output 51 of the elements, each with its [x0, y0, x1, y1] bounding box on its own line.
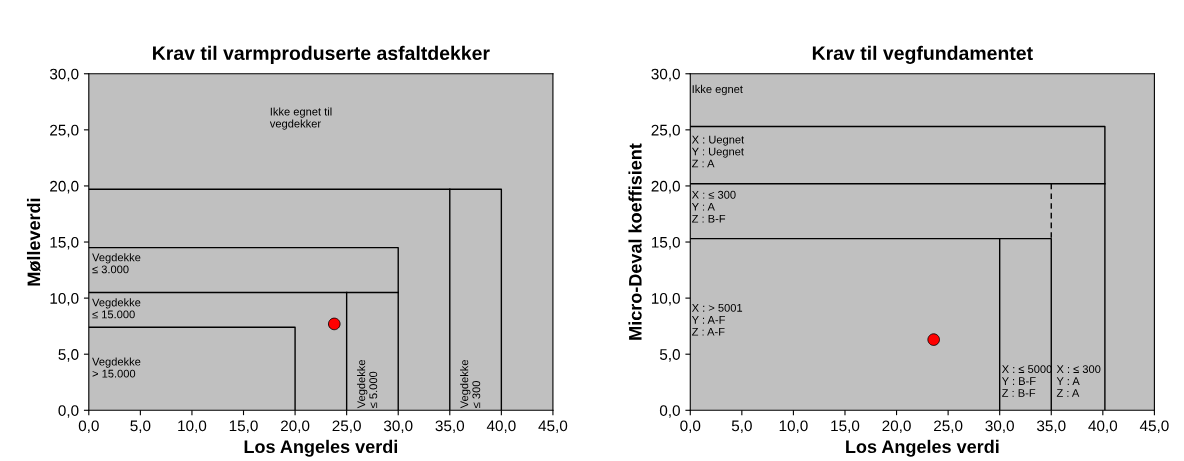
x-tick-label: 10,0 [178, 420, 207, 434]
x-tick-label: 5,0 [130, 420, 151, 434]
y-axis-title: Mølleverdi [26, 198, 41, 286]
y-tick-label: 25,0 [50, 124, 79, 138]
x-axis-title: Los Angeles verdi [846, 439, 999, 457]
y-tick-label: 20,0 [50, 180, 79, 194]
y-tick-label: 10,0 [651, 292, 680, 306]
x-tick-label: 45,0 [1139, 420, 1169, 434]
annotation: Vegdekke ≤ 5.000 [357, 359, 378, 409]
annotation: X : Uegnet Y : Uegnet Z : A [691, 135, 745, 168]
x-tick-label: 15,0 [229, 420, 258, 434]
annotation: Vegdekke > 15.000 [92, 357, 141, 378]
y-tick-label: 5,0 [659, 349, 680, 362]
y-axis-title: Micro-Deval koeffisient [628, 143, 642, 340]
annotation: X : > 5001 Y : A-F Z : A-F [691, 303, 743, 336]
annotation: X : ≤ 300 Y : A Z : B-F [691, 190, 736, 223]
y-tick-label: 15,0 [50, 236, 79, 250]
y-tick-label: 10,0 [50, 292, 79, 306]
x-tick-label: 20,0 [280, 420, 310, 434]
x-tick-label: 10,0 [779, 420, 808, 434]
x-tick-label: 45,0 [538, 420, 568, 434]
y-tick-label: 30,0 [49, 68, 79, 82]
y-tick-label: 15,0 [651, 236, 680, 250]
y-tick-label: 5,0 [58, 349, 79, 362]
x-tick-label: 25,0 [934, 420, 963, 434]
x-tick-label: 0,0 [680, 420, 701, 434]
x-tick-label: 15,0 [831, 420, 860, 434]
annotation: Vegdekke ≤ 15.000 [92, 298, 141, 319]
x-tick-label: 5,0 [731, 420, 752, 434]
x-axis-title: Los Angeles verdi [244, 439, 398, 457]
x-tick-label: 20,0 [882, 420, 911, 434]
x-tick-label: 35,0 [435, 420, 465, 434]
annotation: Vegdekke ≤ 300 [460, 359, 481, 409]
y-tick-label: 0,0 [58, 405, 79, 418]
y-tick-label: 20,0 [651, 180, 680, 194]
annotation: X : ≤ 300 Y : A Z : A [1056, 365, 1101, 397]
chart-title: Krav til vegfundamentet [812, 45, 1033, 64]
x-tick-label: 40,0 [1088, 420, 1118, 434]
x-tick-label: 30,0 [985, 420, 1014, 434]
annotation: Ikke egnet [692, 84, 743, 96]
y-tick-label: 0,0 [659, 405, 680, 418]
x-tick-label: 30,0 [383, 420, 413, 434]
annotation: Ikke egnet til vegdekker [269, 107, 332, 130]
x-tick-label: 25,0 [332, 420, 361, 434]
x-tick-label: 35,0 [1036, 420, 1066, 434]
y-tick-label: 30,0 [651, 68, 680, 82]
y-tick-label: 25,0 [651, 124, 680, 138]
chart-title: Krav til varmproduserte asfaltdekker [153, 45, 490, 64]
x-tick-label: 40,0 [486, 420, 516, 434]
annotation: Vegdekke ≤ 3.000 [92, 253, 141, 274]
x-tick-label: 0,0 [78, 420, 99, 434]
